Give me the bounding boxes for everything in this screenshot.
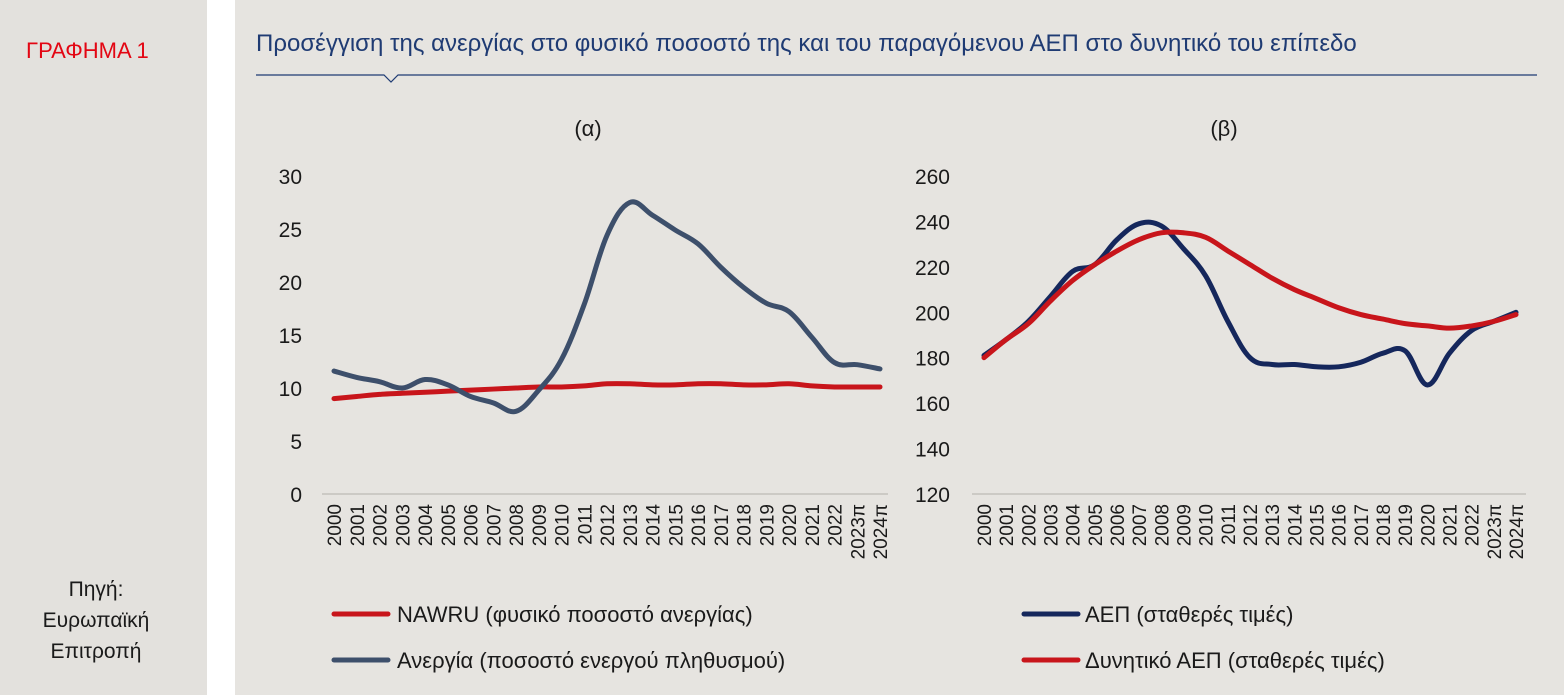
chart-b-legend-label-1: ΑΕΠ (σταθερές τιμές) [1085,602,1293,627]
chart-a-xtick-label: 2005 [439,504,460,546]
chart-b-xtick-label: 2002 [1019,504,1040,546]
chart-b-xtick-label: 2006 [1108,504,1129,546]
chart-b-xtick-label: 2016 [1330,504,1351,546]
chart-a-xtick-label: 2023π [848,504,869,559]
chart-b-xtick-label: 2001 [997,504,1018,546]
chart-a-xtick-label: 2002 [371,504,392,546]
chart-a-ytick-label: 15 [279,325,302,348]
chart-a-xtick-label: 2013 [621,504,642,546]
chart-a-xtick-label: 2003 [393,504,414,546]
chart-b-ytick-label: 240 [915,211,950,234]
source-line-1: Πηγή: [68,578,124,601]
chart-a-xtick-label: 2012 [598,504,619,546]
chart-b-xtick-label: 2003 [1042,504,1063,546]
chart-b-ytick-label: 260 [915,166,950,189]
chart-b-xtick-label: 2019 [1396,504,1417,546]
chart-a-xtick-label: 2004 [416,504,437,547]
chart-panel [235,0,1564,695]
chart-a-ytick-label: 25 [279,219,302,242]
chart-a-title: (α) [574,116,601,141]
chart-b-xtick-label: 2000 [975,504,996,546]
chart-b-xtick-label: 2009 [1175,504,1196,546]
chart-a-xtick-label: 2000 [325,504,346,546]
chart-b-legend-label-2: Δυνητικό ΑΕΠ (σταθερές τιμές) [1085,648,1385,673]
chart-b-xtick-label: 2020 [1418,504,1439,546]
chart-a-xtick-label: 2008 [507,504,528,546]
chart-a-xtick-label: 2016 [689,504,710,546]
chart-a-series-line-1 [331,381,883,402]
chart-b-xtick-label: 2012 [1241,504,1262,546]
chart-a-ytick-label: 30 [279,166,302,189]
title-underline [256,74,1537,83]
chart-b-xtick-label: 2017 [1352,504,1373,546]
chart-b-xtick-label: 2004 [1064,504,1085,547]
chart-b-xtick-label: 2023π [1485,504,1506,559]
chart-a-xtick-label: 2024π [871,504,892,559]
source-note: Πηγή: Ευρωπαϊκή Επιτροπή [0,574,192,667]
chart-a-ytick-label: 20 [279,272,302,295]
chart-b-ytick-label: 180 [915,348,950,371]
chart-a-xtick-label: 2014 [644,504,665,547]
chart-a-xtick-label: 2006 [462,504,483,546]
chart-b-series-line-2 [981,229,1519,361]
chart-b-xtick-label: 2022 [1463,504,1484,546]
chart-b-ytick-label: 220 [915,257,950,280]
chart-a-xtick-label: 2017 [712,504,733,546]
chart-b-xtick-label: 2015 [1308,504,1329,546]
chart-b-xtick-label: 2008 [1152,504,1173,546]
figure-title: Προσέγγιση της ανεργίας στο φυσικό ποσοσ… [256,30,1357,57]
chart-a-ytick-label: 0 [290,484,302,507]
figure-label: ΓΡΑΦΗΜΑ 1 [26,38,149,63]
chart-b-title: (β) [1210,116,1237,141]
chart-b-xtick-label: 2007 [1130,504,1151,546]
chart-b-xtick-label: 2013 [1263,504,1284,546]
chart-a-ytick-label: 10 [279,378,302,401]
chart-a-legend-label-2: Ανεργία (ποσοστό ενεργού πληθυσμού) [397,648,785,673]
chart-b-xtick-label: 2010 [1197,504,1218,546]
chart-a-xtick-label: 2007 [484,504,505,546]
gutter-divider [207,0,235,695]
chart-b-xtick-label: 2021 [1441,504,1462,546]
chart-a-xtick-label: 2020 [780,504,801,546]
chart-a-xtick-label: 2011 [575,504,596,545]
chart-b-xtick-label: 2018 [1374,504,1395,546]
chart-a-xtick-label: 2015 [666,504,687,546]
chart-a-series-line-2 [331,199,883,415]
chart-b-ytick-label: 120 [915,484,950,507]
chart-a-xtick-label: 2018 [735,504,756,546]
chart-a-xtick-label: 2022 [826,504,847,546]
chart-b-ytick-label: 160 [915,393,950,416]
chart-b-ytick-label: 140 [915,439,950,462]
source-line-3: Επιτροπή [50,640,142,663]
chart-a-xtick-label: 2019 [757,504,778,546]
chart-a-xtick-label: 2009 [530,504,551,546]
chart-a-xtick-label: 2001 [348,504,369,546]
chart-a-legend-label-1: NAWRU (φυσικό ποσοστό ανεργίας) [397,602,753,627]
chart-b-xtick-label: 2014 [1285,504,1306,547]
chart-a-ytick-label: 5 [290,431,302,454]
chart-b-xtick-label: 2024π [1507,504,1528,559]
chart-a-xtick-label: 2021 [803,504,824,546]
chart-b-xtick-label: 2005 [1086,504,1107,546]
chart-b-ytick-label: 200 [915,302,950,325]
sidebar-panel: ΓΡΑΦΗΜΑ 1 Πηγή: Ευρωπαϊκή Επιτροπή [0,0,207,695]
chart-b-series-line-1 [981,219,1519,388]
chart-a-xtick-label: 2010 [553,504,574,546]
chart-b-xtick-label: 2011 [1219,504,1240,545]
source-line-2: Ευρωπαϊκή [42,609,150,632]
